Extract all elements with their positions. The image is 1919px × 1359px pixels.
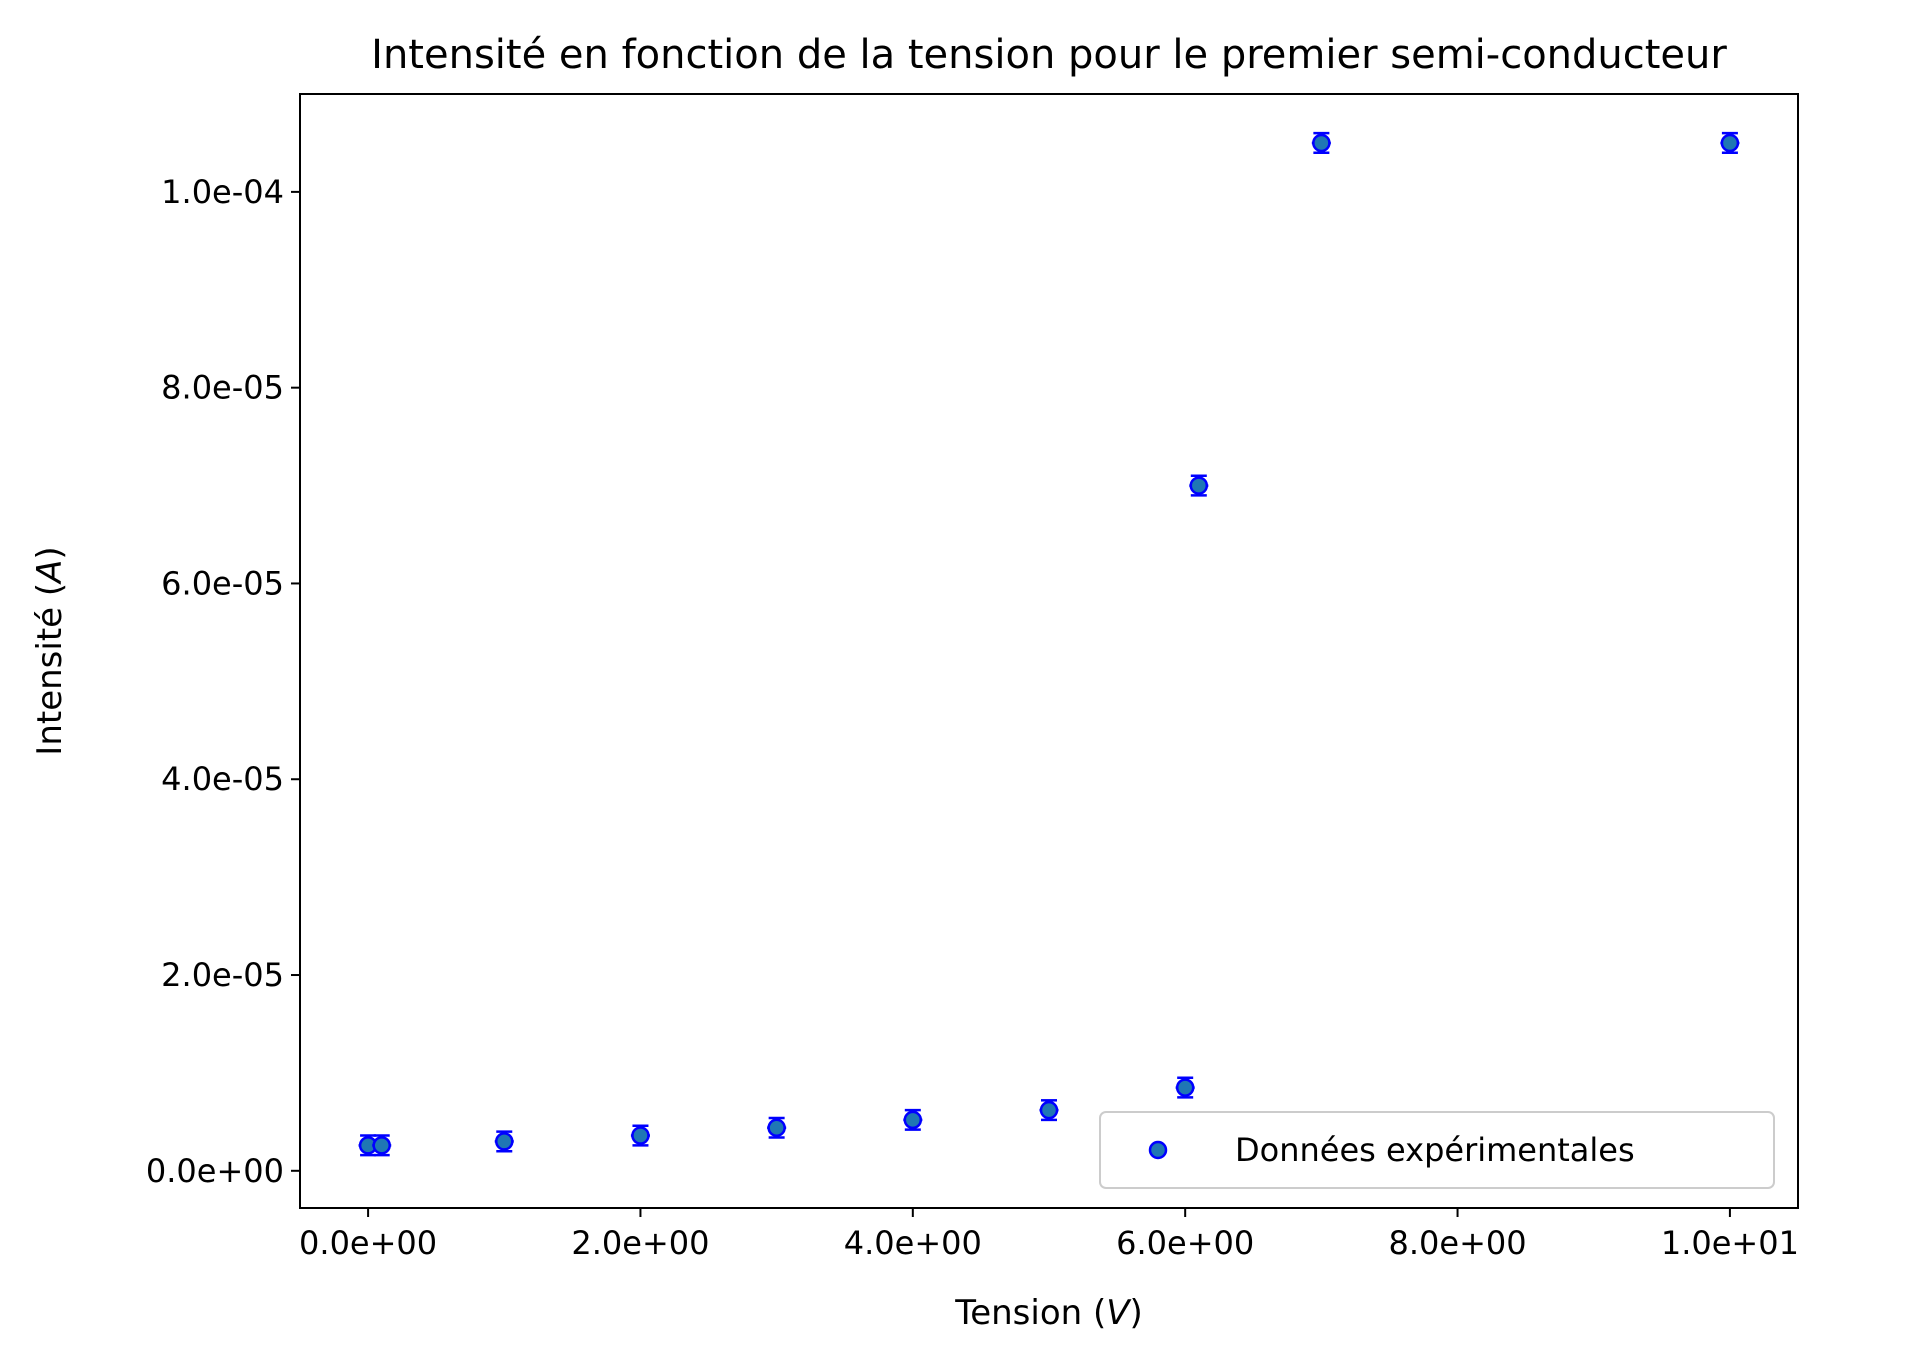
data-marker [495, 1132, 514, 1151]
x-tick-label: 4.0e+00 [844, 1224, 982, 1262]
x-axis-label: Tension (V) [954, 1293, 1143, 1333]
chart-title: Intensité en fonction de la tension pour… [371, 32, 1727, 78]
data-point [372, 1134, 392, 1157]
y-axis-ticks: 0.0e+00 2.0e-05 4.0e-05 6.0e-05 8.0e-05 1.0e-… [146, 173, 300, 1190]
y-tick-label: 4.0e-05 [161, 760, 284, 798]
data-marker [1175, 1078, 1195, 1097]
data-point [630, 1124, 650, 1147]
x-tick-label: 6.0e+00 [1116, 1224, 1254, 1262]
x-tick-label: 8.0e+00 [1388, 1224, 1526, 1262]
x-axis-ticks: 0.0e+00 2.0e+00 4.0e+00 6.0e+00 8.0e+00 1.0e+… [299, 1208, 1799, 1262]
y-tick-label: 8.0e-05 [161, 369, 284, 407]
axes-frame [299, 93, 1799, 1209]
x-axis-label-unit: V [1106, 1293, 1132, 1333]
data-marker [372, 1136, 391, 1155]
data-point [1175, 1076, 1195, 1099]
data-point [494, 1130, 514, 1153]
data-marker [903, 1110, 923, 1130]
data-marker [1039, 1100, 1059, 1120]
x-tick-label: 1.0e+01 [1661, 1224, 1799, 1262]
data-point [1189, 474, 1209, 497]
y-tick-label: 6.0e-05 [161, 564, 284, 602]
data-point [903, 1108, 923, 1131]
legend: Données expérimentales [1099, 1111, 1775, 1189]
legend-marker [1148, 1140, 1168, 1160]
y-tick-label: 0.0e+00 [146, 1152, 284, 1190]
data-marker [1720, 133, 1740, 153]
plot-area [358, 131, 1740, 1157]
data-point [1311, 131, 1331, 154]
x-axis-label-close: ) [1130, 1293, 1143, 1333]
data-point [767, 1116, 787, 1139]
data-marker [1312, 133, 1331, 153]
x-tick-label: 2.0e+00 [571, 1224, 709, 1262]
y-axis-label-text: Intensité ( [30, 583, 70, 756]
x-tick-label: 0.0e+00 [299, 1224, 437, 1262]
y-tick-label: 2.0e-05 [161, 956, 284, 994]
y-axis-label-close: ) [30, 546, 70, 559]
legend-frame [1099, 1111, 1775, 1189]
data-marker [631, 1126, 650, 1145]
data-point [358, 1134, 378, 1157]
data-marker [1189, 476, 1209, 495]
y-tick-label: 1.0e-04 [161, 173, 284, 211]
y-axis-label-unit: A [30, 560, 70, 585]
data-point [1039, 1099, 1059, 1122]
data-marker [767, 1118, 786, 1137]
data-point [1720, 131, 1740, 154]
legend-label: Données expérimentales [1235, 1131, 1635, 1169]
x-axis-label-text: Tension ( [954, 1293, 1106, 1333]
y-axis-label: Intensité (A) [30, 546, 70, 755]
